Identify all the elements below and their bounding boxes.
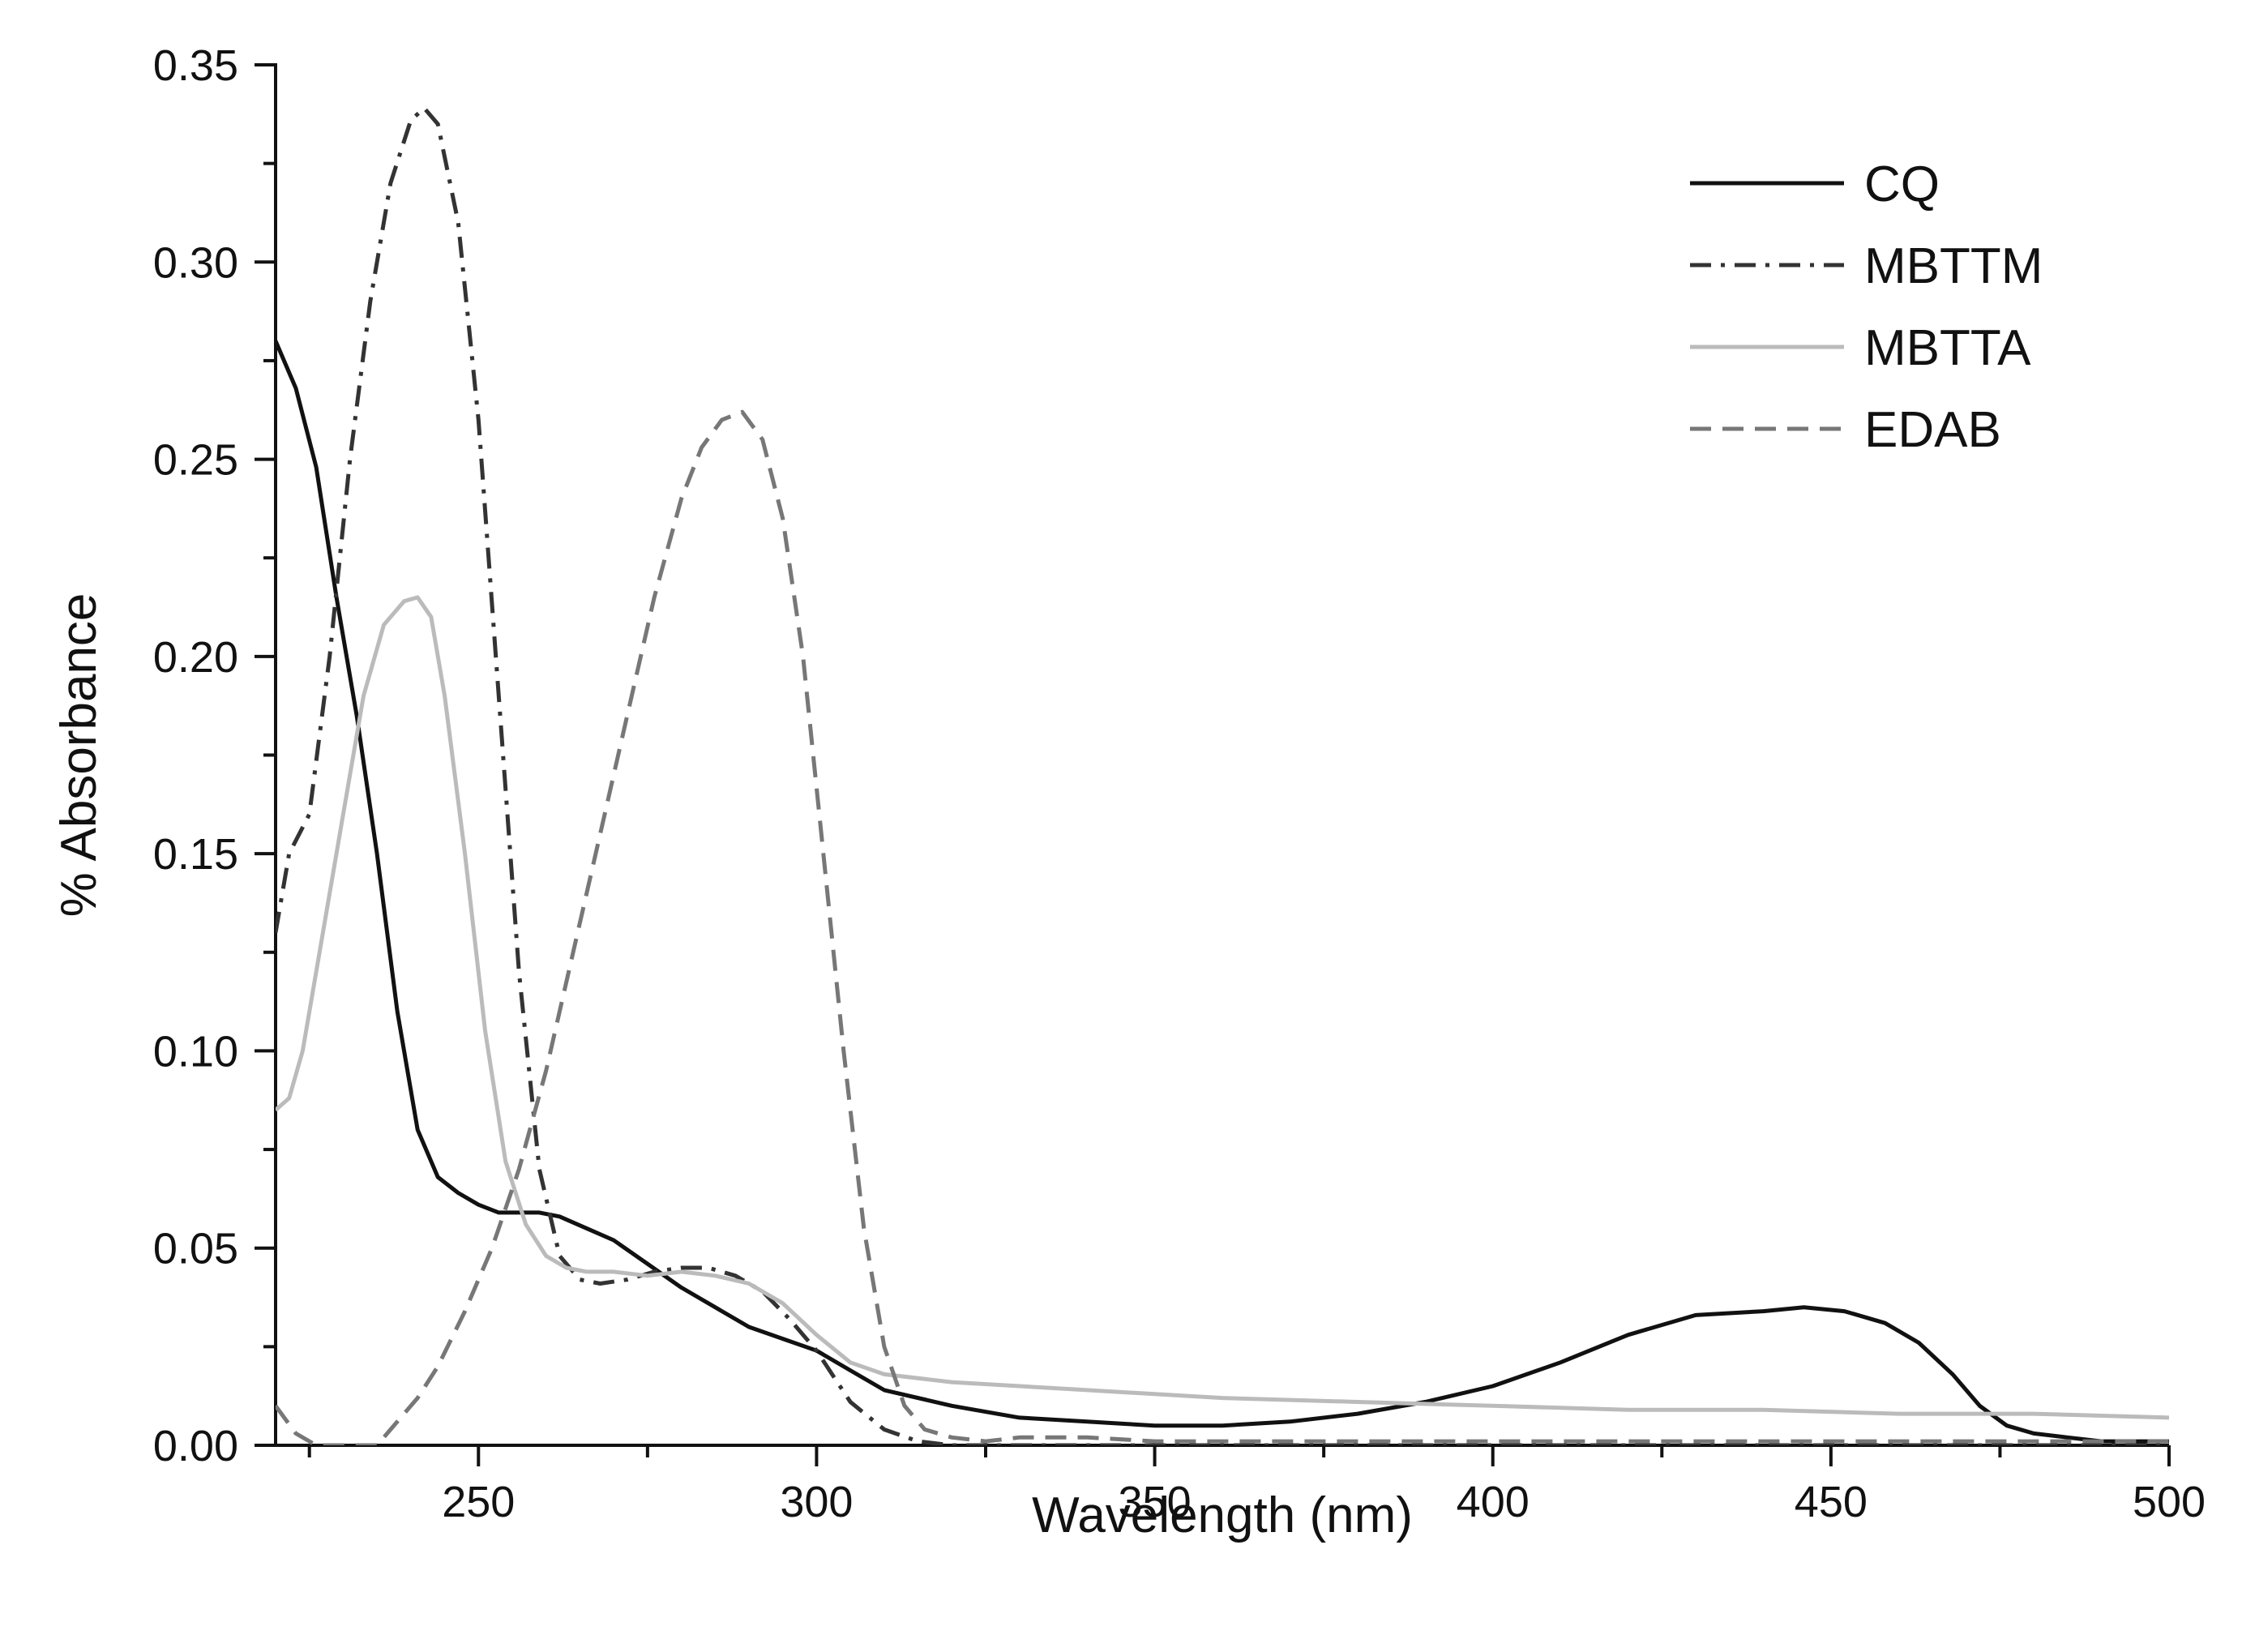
y-tick-label: 0.35 — [153, 41, 238, 90]
y-tick-label: 0.25 — [153, 436, 238, 485]
y-tick-label: 0.30 — [153, 238, 238, 287]
legend-label-mbttm: MBTTM — [1864, 238, 2043, 294]
x-tick-label: 350 — [1119, 1478, 1192, 1526]
tick-labels: 250 300 350 400 450 500 0.00 0.05 0.10 0.15 0.20 0.… — [153, 41, 2206, 1526]
legend-label-edab: EDAB — [1864, 402, 2001, 458]
y-tick-label: 0.20 — [153, 633, 238, 682]
series-line-mbttm — [276, 106, 2169, 1445]
y-tick-label: 0.00 — [153, 1422, 238, 1470]
y-tick-label: 0.15 — [153, 830, 238, 879]
x-tick-label: 250 — [442, 1478, 515, 1526]
legend-label-mbtta: MBTTA — [1864, 320, 2031, 376]
y-tick-label: 0.10 — [153, 1027, 238, 1076]
x-tick-label: 500 — [2133, 1478, 2206, 1526]
x-tick-label: 300 — [780, 1478, 853, 1526]
x-axis-title: Wavelength (nm) — [1032, 1487, 1413, 1543]
series-line-cq — [276, 340, 2169, 1444]
legend-label-cq: CQ — [1864, 156, 1940, 212]
legend: CQ MBTTM MBTTA EDAB — [1690, 156, 2043, 458]
y-tick-label: 0.05 — [153, 1225, 238, 1273]
series-line-mbtta — [276, 595, 2169, 1420]
x-tick-label: 450 — [1795, 1478, 1868, 1526]
x-tick-label: 400 — [1457, 1478, 1530, 1526]
y-axis-title: % Absorbance — [51, 593, 107, 918]
plot-series — [276, 106, 2169, 1445]
